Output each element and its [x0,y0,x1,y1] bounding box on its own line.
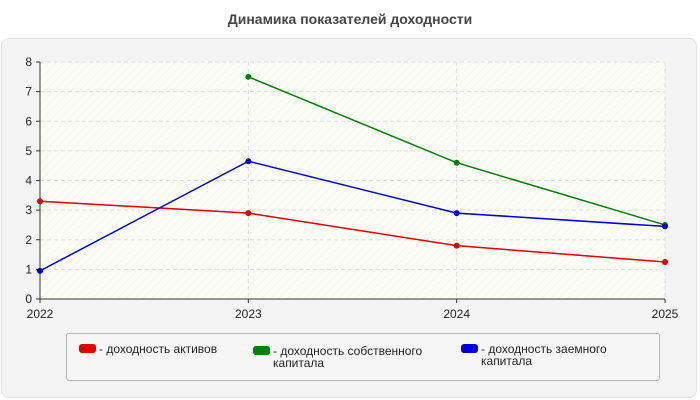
axes [36,61,666,303]
x-tick-label: 2025 [652,307,679,321]
legend-label: - доходность заемного капитала [481,342,607,368]
y-tick-label: 8 [25,55,32,69]
y-tick-label: 2 [25,233,32,247]
data-point [453,210,460,217]
series-line-0 [39,200,666,263]
data-point [662,258,668,265]
data-point [37,267,43,274]
legend-swatch [461,344,478,353]
data-point [453,159,460,166]
legend-label: - доходность собственного капитала [273,344,423,370]
y-tick-label: 6 [25,114,32,128]
legend-label: - доходность активов [99,342,218,356]
y-tick-label: 5 [25,144,32,158]
data-point [453,242,460,249]
series-line-2 [39,160,666,272]
chart-title: Динамика показателей доходности [227,11,473,27]
data-point [245,158,252,165]
y-tick-label: 4 [25,174,32,188]
legend-swatch [79,344,96,353]
data-point [245,210,252,217]
y-tick-label: 7 [25,85,32,99]
legend: - доходность активов - доходность собств… [66,333,660,381]
y-tick-label: 0 [25,292,32,306]
series-group [37,73,668,274]
data-point [37,198,43,205]
x-tick-label: 2024 [443,307,470,321]
y-tick-label: 1 [25,262,32,276]
legend-swatch [253,346,270,355]
tick-labels: 0 1 2 3 4 5 6 7 8 2022 2023 2024 2025 [25,55,678,321]
data-point [245,73,252,80]
x-tick-label: 2023 [235,307,262,321]
x-tick-label: 2022 [27,307,54,321]
y-tick-label: 3 [25,203,32,217]
data-point [662,223,668,230]
